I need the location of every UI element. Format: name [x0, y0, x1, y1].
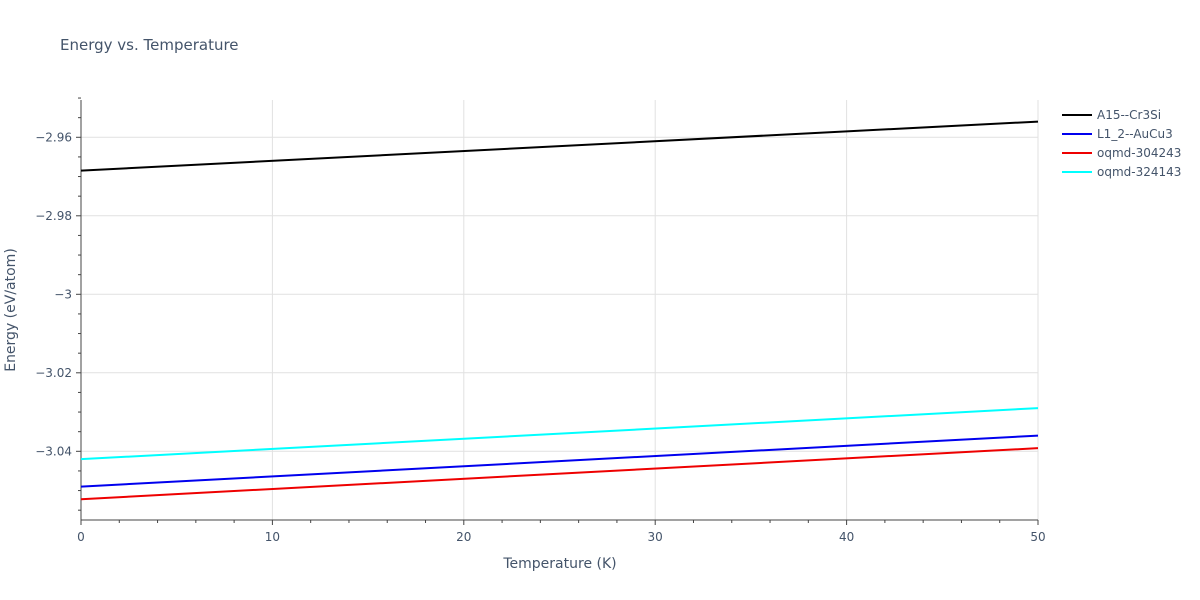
legend-label: A15--Cr3Si	[1097, 108, 1161, 122]
x-tick-label: 50	[1030, 530, 1045, 544]
x-tick-label: 10	[265, 530, 280, 544]
legend-label: L1_2--AuCu3	[1097, 127, 1173, 141]
series-line-oqmd-304243	[80, 447, 1039, 501]
legend-item: L1_2--AuCu3	[1062, 127, 1173, 141]
legend-item: A15--Cr3Si	[1062, 108, 1161, 122]
legend-item: oqmd-304243	[1062, 146, 1181, 160]
series-line-a15-cr3si	[80, 120, 1039, 172]
y-tick-label: −3	[54, 287, 72, 301]
legend-label: oqmd-304243	[1097, 146, 1181, 160]
x-tick-label: 0	[77, 530, 85, 544]
legend-item: oqmd-324143	[1062, 165, 1181, 179]
x-tick-label: 40	[839, 530, 854, 544]
y-tick-label: −2.96	[35, 130, 72, 144]
y-tick-label: −3.02	[35, 366, 72, 380]
series-line-oqmd-324143	[80, 407, 1039, 461]
series-layer	[80, 120, 1039, 501]
grid-layer	[81, 100, 1039, 520]
series-line-l1-2-aucu3	[80, 434, 1039, 488]
y-axis-title: Energy (eV/atom)	[3, 248, 19, 372]
y-tick-label: −2.98	[35, 209, 72, 223]
axes-layer: 0 10 20 30 40 50 −2.96 −2.98 −3 −3.02 −3.04	[35, 97, 1046, 544]
x-axis-title: Temperature (K)	[502, 556, 616, 572]
chart-title: Energy vs. Temperature	[60, 36, 239, 54]
x-tick-label: 20	[456, 530, 471, 544]
legend: A15--Cr3Si L1_2--AuCu3 oqmd-304243 oqmd-324…	[1062, 108, 1181, 179]
x-tick-label: 30	[648, 530, 663, 544]
y-tick-label: −3.04	[35, 444, 72, 458]
legend-label: oqmd-324143	[1097, 165, 1181, 179]
